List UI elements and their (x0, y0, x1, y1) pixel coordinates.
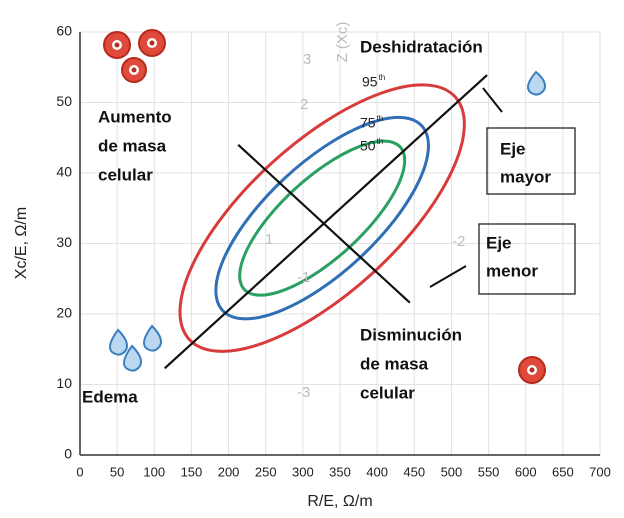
annotation: Eje (500, 139, 526, 158)
x-tick-label: 250 (255, 464, 277, 479)
bg-label: 2 (300, 96, 308, 113)
annotation-box (486, 127, 576, 195)
ellipse-label: 95 (362, 74, 378, 90)
bg-label: -1 (297, 269, 310, 286)
x-tick-label: 700 (589, 464, 611, 479)
ellipse-label-sup: th (377, 114, 384, 123)
x-tick-label: 0 (76, 464, 83, 479)
y-axis-label: Xc/E, Ω/m (13, 207, 30, 279)
annotation: de masa (360, 354, 429, 373)
x-axis-label: R/E, Ω/m (307, 493, 372, 510)
x-tick-label: 450 (403, 464, 425, 479)
x-tick-label: 400 (366, 464, 388, 479)
bg-label: -3 (297, 384, 310, 401)
x-tick-label: 300 (292, 464, 314, 479)
annotation: Eje (486, 233, 512, 252)
major-axis (163, 74, 488, 370)
bg-label: 1 (265, 231, 273, 248)
y-tick-label: 0 (64, 446, 72, 462)
annotation: menor (486, 261, 538, 280)
x-tick-label: 550 (478, 464, 500, 479)
x-tick-label: 350 (329, 464, 351, 479)
cell-icons (103, 29, 546, 384)
ellipse-label: 50 (360, 138, 376, 154)
y-tick-label: 40 (56, 164, 72, 180)
plot-area: 0 50 100 150 200 250 300 350 400 450 500 550 600 650 7… (56, 23, 610, 480)
pointer (429, 265, 467, 288)
annotation: Disminución (360, 325, 462, 344)
annotation: celular (360, 383, 415, 402)
annotation: de masa (98, 136, 167, 155)
annotation: mayor (500, 167, 551, 186)
percentile-ellipse (214, 115, 430, 321)
pointer (482, 87, 503, 113)
bg-label: 3 (303, 51, 311, 68)
x-tick-label: 500 (441, 464, 463, 479)
annotation: celular (98, 165, 153, 184)
x-tick-label: 50 (110, 464, 124, 479)
drop-icons (109, 70, 546, 372)
ellipse-label-sup: th (377, 137, 384, 146)
annotation: Aumento (98, 107, 172, 126)
cell-nuclei-core (114, 40, 535, 373)
ellipse-label-sup: th (379, 73, 386, 82)
x-tick-label: 150 (181, 464, 203, 479)
bg-label: Z (Xc) (334, 22, 351, 63)
percentile-ellipse (178, 83, 466, 353)
y-tick-label: 60 (56, 23, 72, 39)
bg-label: -2 (452, 233, 465, 250)
annotation: Edema (82, 387, 138, 406)
ellipse-label: 75 (360, 115, 376, 131)
annotation: Deshidratación (360, 37, 483, 56)
x-tick-label: 200 (218, 464, 240, 479)
x-tick-label: 650 (552, 464, 574, 479)
minor-axis (237, 143, 411, 304)
y-tick-label: 50 (56, 93, 72, 109)
annotation-box (478, 223, 576, 295)
x-tick-label: 600 (515, 464, 537, 479)
y-tick-label: 20 (56, 305, 72, 321)
x-tick-label: 100 (143, 464, 165, 479)
y-tick-label: 30 (56, 234, 72, 250)
y-tick-label: 10 (56, 375, 72, 391)
